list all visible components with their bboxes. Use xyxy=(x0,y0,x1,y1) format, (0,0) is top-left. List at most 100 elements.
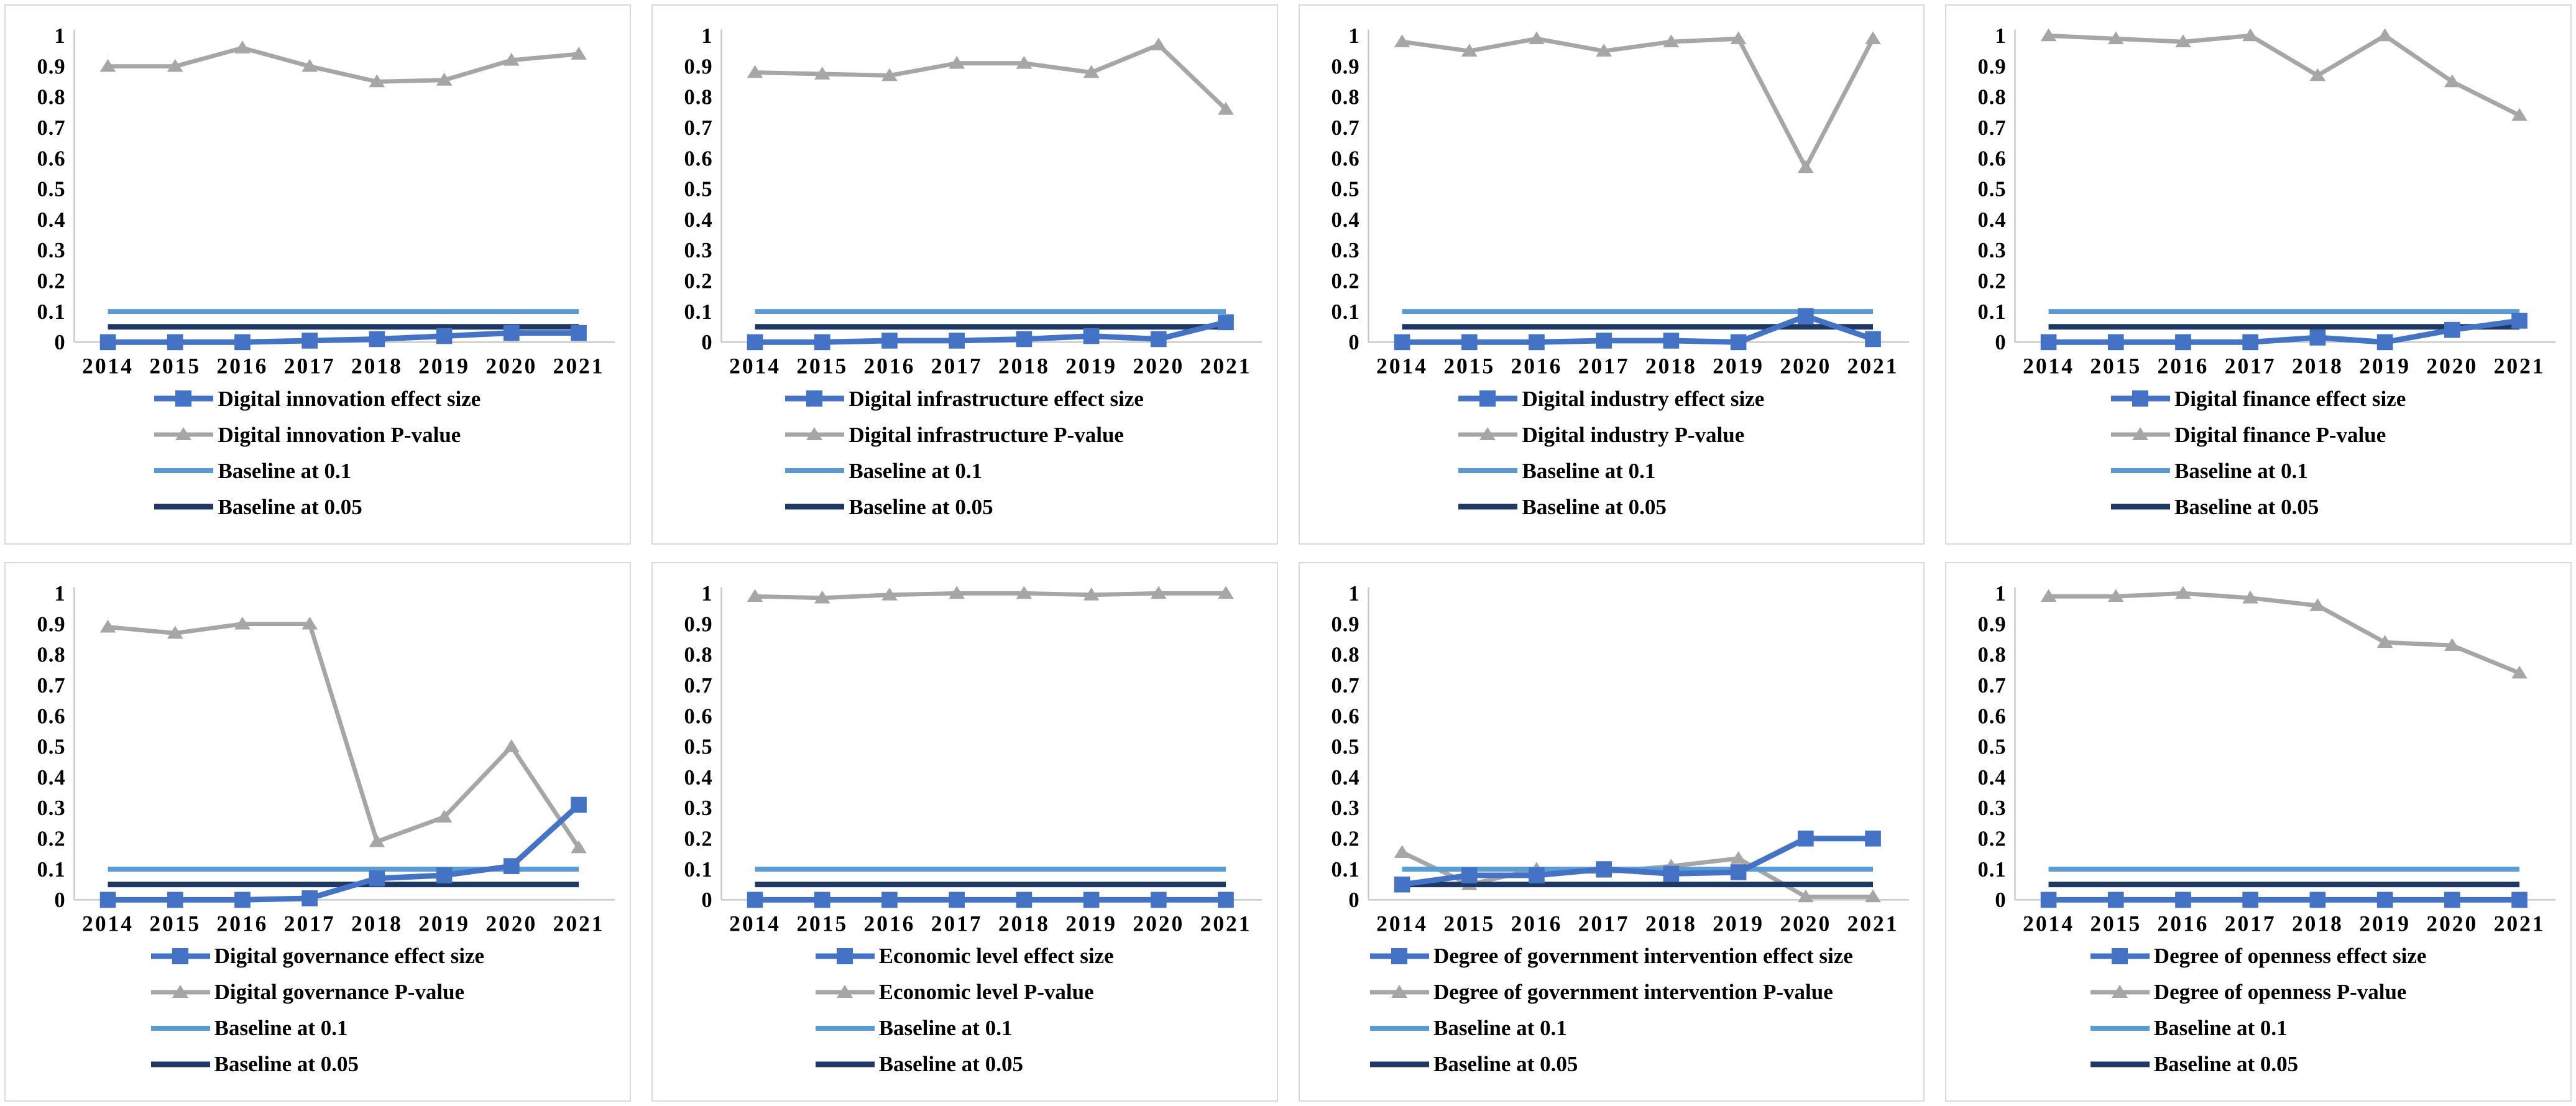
legend: Digital industry effect size Digital ind… xyxy=(1300,380,1924,525)
svg-text:0.3: 0.3 xyxy=(684,796,712,820)
svg-text:0.3: 0.3 xyxy=(1978,796,2007,820)
svg-text:0: 0 xyxy=(1995,888,2007,912)
triangle-marker-icon xyxy=(815,984,875,998)
line-chart-degree-of-openness: 0 0.1 0.2 0.3 0.4 0.5 0.6 0.7 0.8 0.9 1 2014 2015 201… xyxy=(1978,582,2556,936)
svg-text:2021: 2021 xyxy=(1200,911,1251,936)
svg-text:0.4: 0.4 xyxy=(1978,208,2007,232)
svg-text:0.7: 0.7 xyxy=(1978,116,2007,140)
svg-text:0.5: 0.5 xyxy=(1331,178,1359,201)
svg-text:2018: 2018 xyxy=(351,354,403,379)
svg-text:2021: 2021 xyxy=(553,911,605,936)
legend-label: Digital governance P-value xyxy=(214,980,465,1005)
square-marker-icon xyxy=(2111,390,2171,407)
legend: Digital finance effect size Digital fina… xyxy=(1946,380,2570,525)
svg-text:2021: 2021 xyxy=(1847,354,1898,379)
svg-text:0.1: 0.1 xyxy=(37,857,66,881)
svg-text:2020: 2020 xyxy=(1780,354,1831,379)
line-chart-economic-level: 0 0.1 0.2 0.3 0.4 0.5 0.6 0.7 0.8 0.9 1 2014 2015 201… xyxy=(684,582,1262,936)
svg-text:0.2: 0.2 xyxy=(1331,827,1359,850)
legend: Degree of government intervention effect… xyxy=(1300,938,1924,1082)
svg-text:0.3: 0.3 xyxy=(37,239,66,262)
svg-text:0.6: 0.6 xyxy=(684,704,712,728)
svg-text:2021: 2021 xyxy=(553,354,605,379)
svg-text:0.4: 0.4 xyxy=(1978,765,2007,789)
svg-text:0.1: 0.1 xyxy=(684,300,712,324)
legend-item: Degree of openness effect size xyxy=(2090,938,2426,974)
legend-item: Baseline at 0.05 xyxy=(785,489,1144,525)
svg-text:2019: 2019 xyxy=(1713,911,1764,936)
line-chart-government-intervention: 0 0.1 0.2 0.3 0.4 0.5 0.6 0.7 0.8 0.9 1 2014 2015 201… xyxy=(1331,582,1909,936)
svg-text:0.7: 0.7 xyxy=(1331,674,1359,698)
legend-item: Economic level P-value xyxy=(815,974,1114,1010)
svg-text:0.7: 0.7 xyxy=(684,116,712,140)
svg-text:2016: 2016 xyxy=(217,911,269,936)
chart-panel-digital-industry: 0 0.1 0.2 0.3 0.4 0.5 0.6 0.7 0.8 0.9 1 2014 2015 201… xyxy=(1298,4,1925,545)
svg-text:0: 0 xyxy=(701,331,712,354)
svg-text:0.8: 0.8 xyxy=(1331,643,1359,666)
svg-text:2018: 2018 xyxy=(998,911,1050,936)
svg-text:0.5: 0.5 xyxy=(1978,178,2007,201)
triangle-marker-icon xyxy=(785,427,845,441)
svg-text:0.5: 0.5 xyxy=(37,735,66,758)
svg-text:2015: 2015 xyxy=(1443,354,1495,379)
svg-text:0.9: 0.9 xyxy=(1331,612,1359,636)
triangle-marker-icon xyxy=(2111,427,2171,441)
svg-text:0.9: 0.9 xyxy=(1331,55,1359,78)
svg-text:0.6: 0.6 xyxy=(1978,704,2007,728)
svg-text:0.1: 0.1 xyxy=(1978,300,2007,324)
svg-text:0.9: 0.9 xyxy=(684,612,712,636)
svg-text:0.3: 0.3 xyxy=(37,796,66,820)
legend-label: Digital finance effect size xyxy=(2174,386,2406,411)
svg-text:1: 1 xyxy=(54,24,65,48)
baseline-line-icon xyxy=(815,1025,875,1031)
svg-text:0.9: 0.9 xyxy=(684,55,712,78)
legend-item: Degree of government intervention P-valu… xyxy=(1369,974,1853,1010)
baseline-line-icon xyxy=(1458,468,1518,474)
legend-label: Baseline at 0.05 xyxy=(218,494,362,519)
chart-panel-government-intervention: 0 0.1 0.2 0.3 0.4 0.5 0.6 0.7 0.8 0.9 1 2014 2015 201… xyxy=(1298,561,1925,1102)
svg-text:2014: 2014 xyxy=(729,911,781,936)
svg-text:2020: 2020 xyxy=(1780,911,1831,936)
legend-item: Baseline at 0.05 xyxy=(2090,1046,2427,1082)
baseline-line-icon xyxy=(154,468,214,474)
line-chart-digital-governance: 0 0.1 0.2 0.3 0.4 0.5 0.6 0.7 0.8 0.9 1 2014 2015 201… xyxy=(37,582,615,936)
svg-text:0.5: 0.5 xyxy=(684,178,712,201)
baseline-line-icon xyxy=(150,1061,210,1067)
baseline-line-icon xyxy=(2111,504,2171,510)
legend-label: Baseline at 0.1 xyxy=(2153,1016,2288,1041)
svg-text:2016: 2016 xyxy=(863,911,915,936)
svg-text:0.8: 0.8 xyxy=(1978,643,2007,666)
svg-text:1: 1 xyxy=(1995,24,2007,48)
line-chart-digital-finance: 0 0.1 0.2 0.3 0.4 0.5 0.6 0.7 0.8 0.9 1 2014 2015 201… xyxy=(1978,24,2556,379)
svg-text:2019: 2019 xyxy=(2359,354,2411,379)
legend-item: Baseline at 0.05 xyxy=(1369,1046,1853,1082)
legend-label: Baseline at 0.05 xyxy=(1522,494,1667,519)
legend: Degree of openness effect size Degree of… xyxy=(1946,938,2570,1082)
legend-label: Baseline at 0.1 xyxy=(878,1016,1013,1041)
svg-text:0.6: 0.6 xyxy=(1331,147,1359,170)
legend-label: Digital infrastructure effect size xyxy=(849,386,1144,411)
legend-label: Baseline at 0.05 xyxy=(214,1052,359,1077)
svg-text:0.2: 0.2 xyxy=(37,827,66,850)
svg-text:2016: 2016 xyxy=(1511,354,1562,379)
triangle-marker-icon xyxy=(154,427,214,441)
svg-text:2015: 2015 xyxy=(149,911,201,936)
square-marker-icon xyxy=(154,390,214,407)
legend-label: Baseline at 0.1 xyxy=(1522,458,1656,483)
svg-text:2014: 2014 xyxy=(2023,354,2074,379)
chart-panel-digital-infrastructure: 0 0.1 0.2 0.3 0.4 0.5 0.6 0.7 0.8 0.9 1 2014 2015 201… xyxy=(651,4,1278,545)
svg-text:0.4: 0.4 xyxy=(684,765,712,789)
svg-text:2014: 2014 xyxy=(2023,911,2074,936)
legend-item: Baseline at 0.05 xyxy=(2111,489,2406,525)
legend-label: Baseline at 0.1 xyxy=(849,458,983,483)
chart-panel-economic-level: 0 0.1 0.2 0.3 0.4 0.5 0.6 0.7 0.8 0.9 1 2014 2015 201… xyxy=(651,561,1278,1102)
chart-panel-digital-governance: 0 0.1 0.2 0.3 0.4 0.5 0.6 0.7 0.8 0.9 1 2014 2015 201… xyxy=(4,561,631,1102)
svg-text:0: 0 xyxy=(701,888,712,912)
svg-text:2017: 2017 xyxy=(2225,911,2276,936)
svg-text:1: 1 xyxy=(1348,582,1359,606)
svg-text:0.3: 0.3 xyxy=(1331,239,1359,262)
svg-text:1: 1 xyxy=(1995,582,2007,606)
baseline-line-icon xyxy=(2111,468,2171,474)
svg-text:0.1: 0.1 xyxy=(1331,300,1359,324)
svg-text:2015: 2015 xyxy=(2091,354,2142,379)
